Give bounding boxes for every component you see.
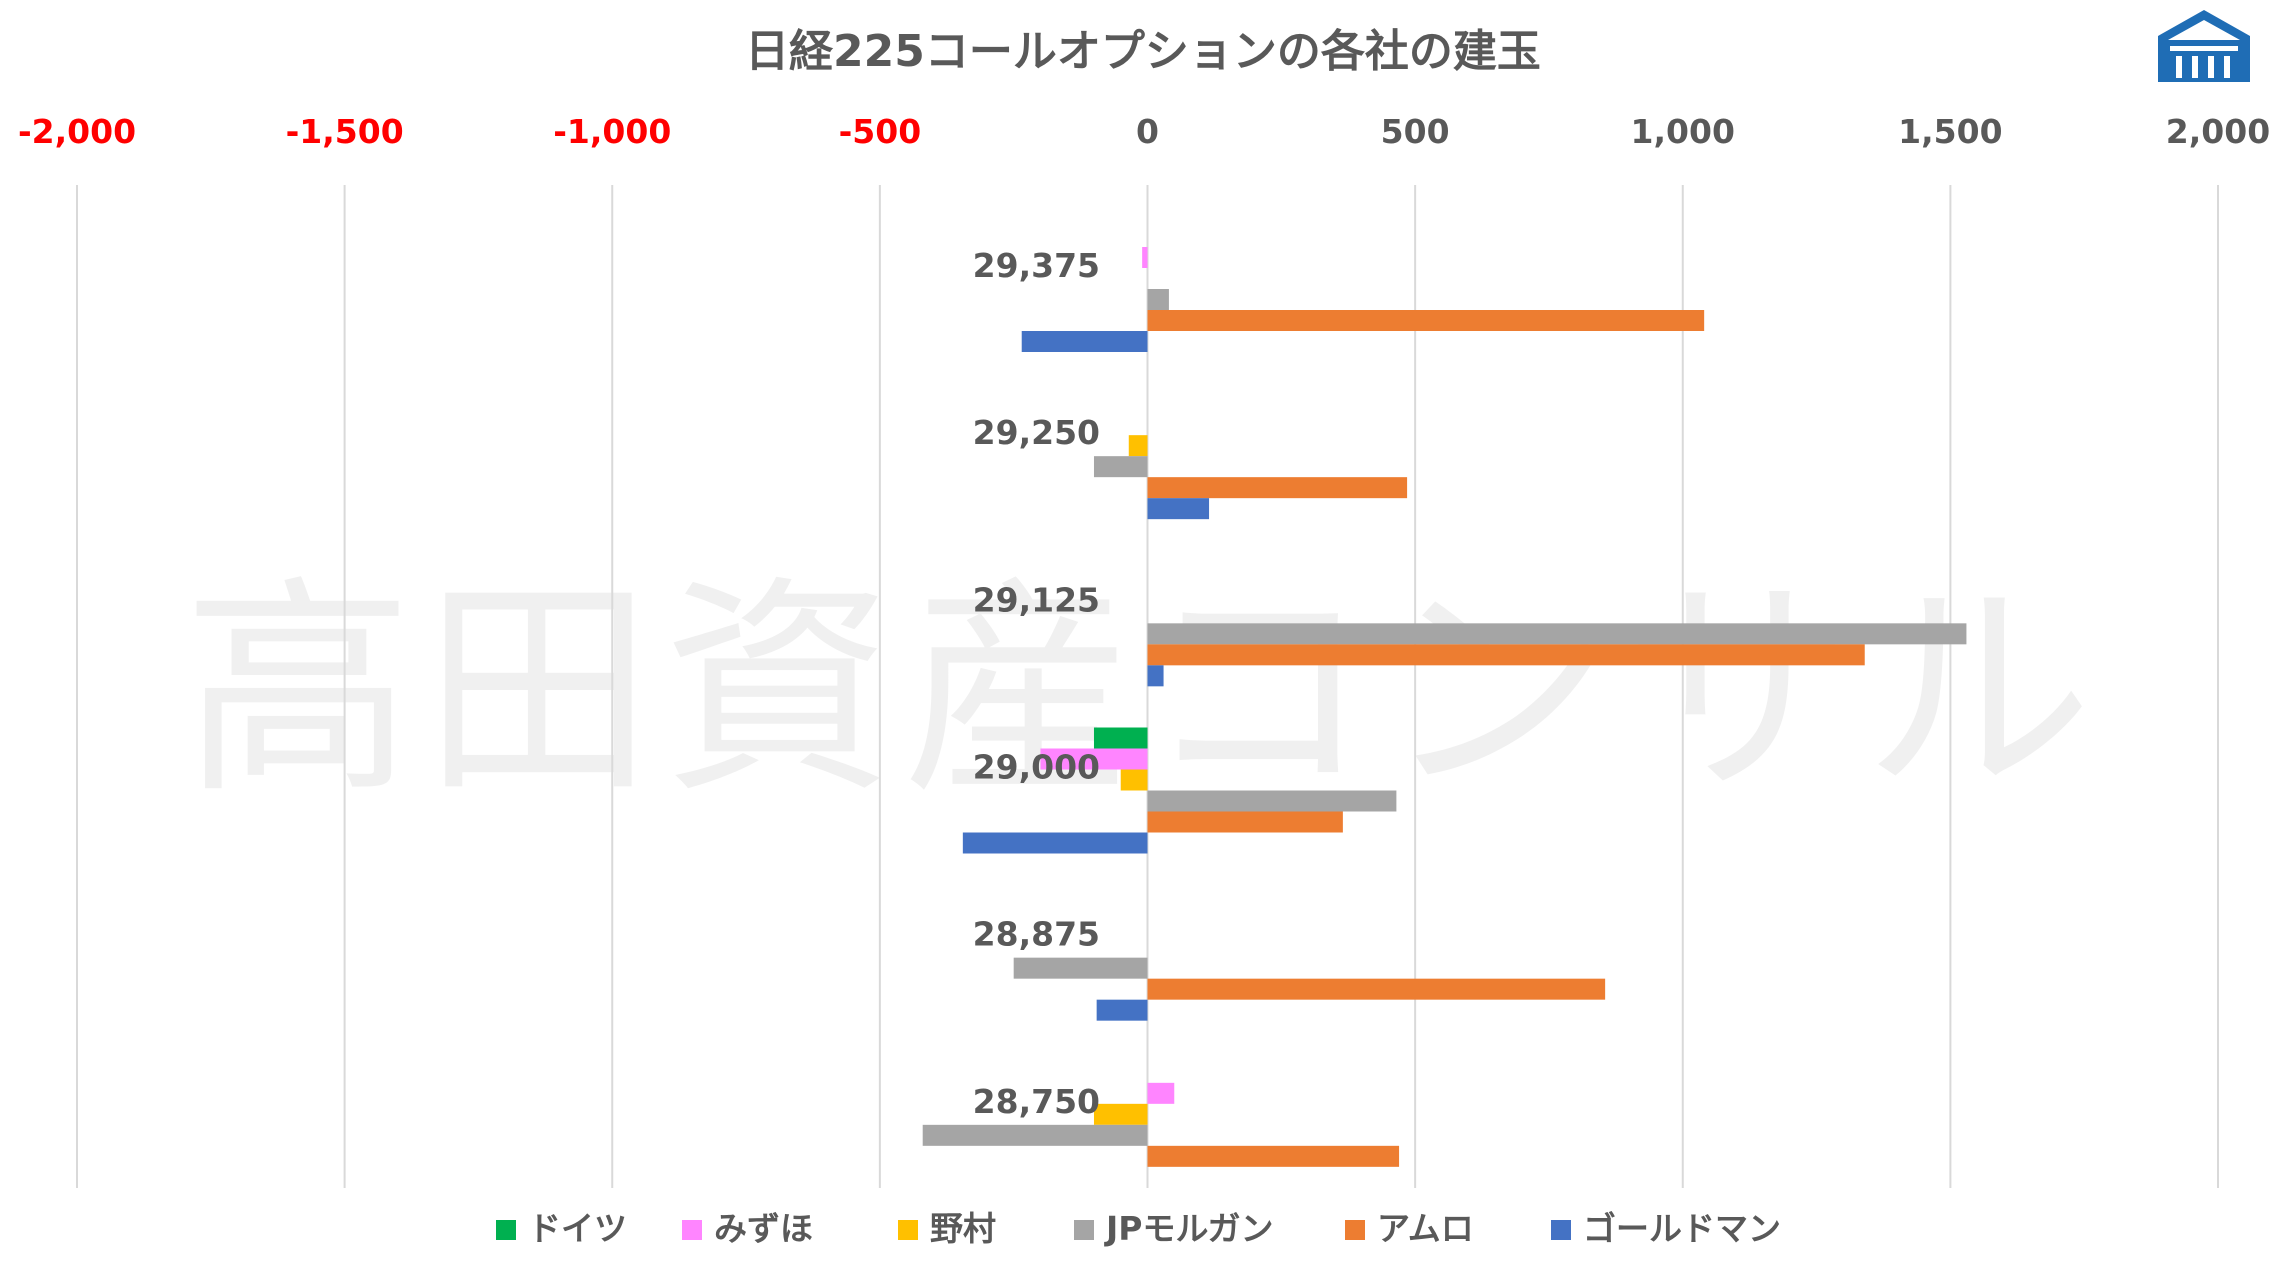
bar-JPモルガン-29,125 [1147, 623, 1967, 645]
bar-みずほ-29,375 [1142, 247, 1148, 268]
x-tick-label: -1,500 [286, 112, 404, 151]
bars [922, 247, 1967, 1167]
category-label: 29,375 [973, 246, 1100, 285]
company-logo [2158, 10, 2250, 82]
bar-ゴールドマン-29,375 [1021, 331, 1148, 352]
bar-野村-29,000 [1120, 769, 1148, 791]
x-tick-label: -1,000 [553, 112, 671, 151]
legend-item: ゴールドマン [1551, 1209, 1781, 1248]
x-tick-label: 0 [1136, 112, 1159, 151]
category-label: 29,250 [973, 413, 1100, 452]
legend-swatch [1551, 1220, 1571, 1240]
category-label: 29,125 [973, 580, 1100, 619]
bar-ゴールドマン-28,875 [1096, 999, 1148, 1021]
legend-label: ドイツ [528, 1209, 627, 1248]
bar-アムロ-29,000 [1147, 811, 1343, 833]
grid-lines [76, 185, 2219, 1188]
bar-アムロ-29,125 [1147, 644, 1865, 666]
x-tick-label: 500 [1381, 112, 1450, 151]
legend-item: ドイツ [496, 1209, 627, 1248]
bar-アムロ-29,250 [1147, 477, 1408, 499]
category-label: 28,875 [973, 915, 1100, 954]
bar-JPモルガン-29,250 [1093, 456, 1148, 478]
bar-みずほ-29,000 [1040, 748, 1148, 770]
legend-label: JPモルガン [1104, 1209, 1273, 1248]
legend-item: 野村 [898, 1209, 996, 1248]
category-labels: 29,375 29,250 29,125 29,000 28,875 28,750 [973, 246, 1100, 1121]
bar-JPモルガン-28,750 [922, 1124, 1148, 1146]
legend-label: 野村 [930, 1209, 996, 1248]
legend: ドイツ みずほ 野村 JPモルガン アムロ ゴールドマン [496, 1209, 1781, 1248]
category-label: 29,000 [973, 748, 1100, 787]
legend-swatch [1074, 1220, 1094, 1240]
legend-label: ゴールドマン [1583, 1209, 1781, 1248]
bar-アムロ-29,375 [1147, 310, 1705, 331]
bar-JPモルガン-29,375 [1147, 289, 1169, 310]
legend-item: JPモルガン [1074, 1209, 1273, 1248]
bar-ドイツ-29,000 [1093, 727, 1148, 749]
bar-アムロ-28,875 [1147, 978, 1606, 1000]
x-tick-label: 1,500 [1898, 112, 2002, 151]
x-tick-label: 1,000 [1631, 112, 1735, 151]
bar-ゴールドマン-29,000 [962, 832, 1148, 854]
chart-title: 日経225コールオプションの各社の建玉 [745, 26, 1541, 77]
legend-swatch [496, 1220, 516, 1240]
x-tick-label: 2,000 [2166, 112, 2270, 151]
x-axis-ticks: -2,000 -1,500 -1,000 -500 0 500 1,000 1,500 2,00… [18, 112, 2270, 151]
category-label: 28,750 [973, 1082, 1100, 1121]
bar-JPモルガン-28,875 [1013, 957, 1148, 979]
legend-swatch [898, 1220, 918, 1240]
bar-野村-29,250 [1128, 435, 1148, 457]
legend-label: みずほ [714, 1209, 813, 1248]
x-tick-label: -500 [839, 112, 922, 151]
bar-野村-28,750 [1093, 1103, 1148, 1125]
legend-swatch [1345, 1220, 1365, 1240]
legend-item: アムロ [1345, 1209, 1474, 1248]
legend-swatch [682, 1220, 702, 1240]
legend-label: アムロ [1377, 1209, 1474, 1248]
bar-ゴールドマン-29,125 [1147, 665, 1164, 687]
x-tick-label: -2,000 [18, 112, 136, 151]
legend-item: みずほ [682, 1209, 813, 1248]
bar-みずほ-28,750 [1147, 1082, 1175, 1104]
bar-アムロ-28,750 [1147, 1145, 1400, 1167]
bar-JPモルガン-29,000 [1147, 790, 1397, 812]
bar-ゴールドマン-29,250 [1147, 498, 1210, 520]
